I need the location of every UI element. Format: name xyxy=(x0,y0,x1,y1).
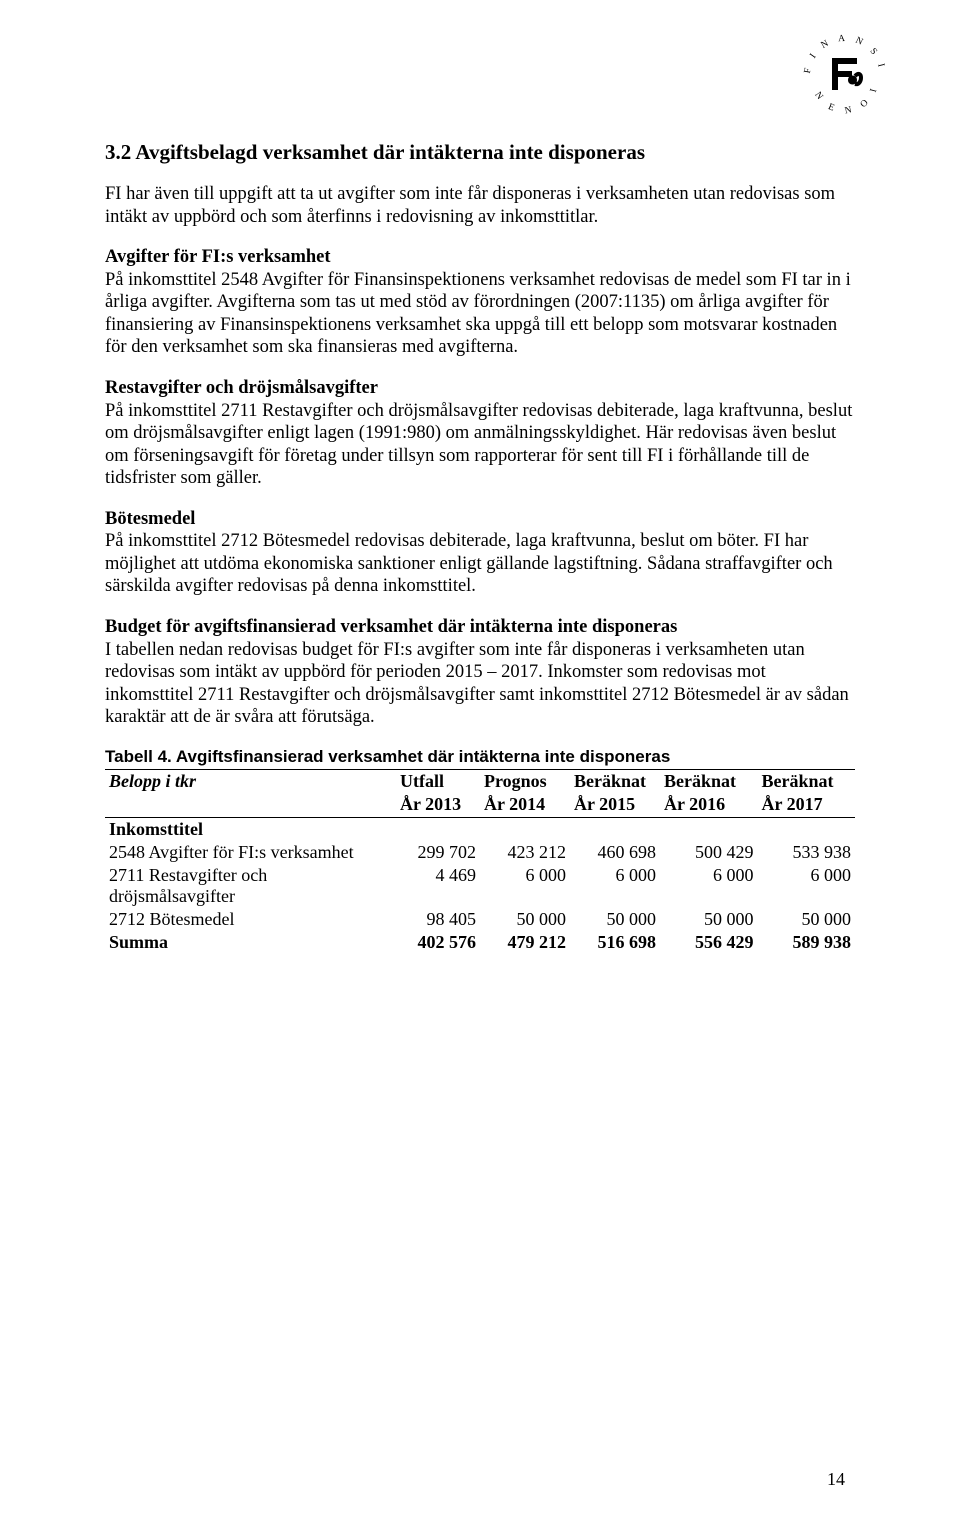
subhead-restavgifter: Restavgifter och dröjsmålsavgifter xyxy=(105,377,855,400)
subhead-botesmedel: Bötesmedel xyxy=(105,508,855,531)
table-header-row-1: Belopp i tkr Utfall Prognos Beräknat Ber… xyxy=(105,769,855,793)
para-botesmedel: Bötesmedel På inkomsttitel 2712 Bötesmed… xyxy=(105,508,855,598)
body-botesmedel: På inkomsttitel 2712 Bötesmedel redovisa… xyxy=(105,531,833,596)
table-group-head-row: Inkomsttitel xyxy=(105,817,855,841)
group-head: Inkomsttitel xyxy=(105,817,855,841)
subhead-budget: Budget för avgiftsfinansierad verksamhet… xyxy=(105,616,855,639)
col-utfall: Utfall xyxy=(390,769,480,793)
table-header-row-2: År 2013 År 2014 År 2015 År 2016 År 2017 xyxy=(105,793,855,818)
table-row: 2712 Bötesmedel 98 405 50 000 50 000 50 … xyxy=(105,908,855,931)
table-caption: Tabell 4. Avgiftsfinansierad verksamhet … xyxy=(105,747,855,767)
col-beraknat-3: Beräknat xyxy=(758,769,856,793)
col-beraknat-1: Beräknat xyxy=(570,769,660,793)
body-budget: I tabellen nedan redovisas budget för FI… xyxy=(105,640,849,728)
col-prognos: Prognos xyxy=(480,769,570,793)
finansinspektionen-logo: F I N A N S I N S P N E N O I T K E xyxy=(800,28,890,116)
col-label: Belopp i tkr xyxy=(105,769,390,793)
table-row: 2548 Avgifter för FI:s verksamhet 299 70… xyxy=(105,841,855,864)
budget-table: Belopp i tkr Utfall Prognos Beräknat Ber… xyxy=(105,769,855,954)
para-budget: Budget för avgiftsfinansierad verksamhet… xyxy=(105,616,855,729)
page-number: 14 xyxy=(827,1469,845,1490)
table-row: 2711 Restavgifter och dröjsmålsavgifter … xyxy=(105,864,855,908)
intro-paragraph: FI har även till uppgift att ta ut avgif… xyxy=(105,183,855,228)
subhead-avgifter: Avgifter för FI:s verksamhet xyxy=(105,246,855,269)
para-restavgifter: Restavgifter och dröjsmålsavgifter På in… xyxy=(105,377,855,490)
table-sum-row: Summa 402 576 479 212 516 698 556 429 58… xyxy=(105,931,855,954)
section-heading: 3.2 Avgiftsbelagd verksamhet där intäkte… xyxy=(105,140,855,165)
body-restavgifter: På inkomsttitel 2711 Restavgifter och dr… xyxy=(105,401,852,489)
col-beraknat-2: Beräknat xyxy=(660,769,758,793)
body-avgifter: På inkomsttitel 2548 Avgifter för Finans… xyxy=(105,270,851,358)
svg-text:F I N A N S I N S P: F I N A N S I N S P xyxy=(800,28,887,78)
document-body: 3.2 Avgiftsbelagd verksamhet där intäkte… xyxy=(105,140,855,954)
para-avgifter: Avgifter för FI:s verksamhet På inkomstt… xyxy=(105,246,855,359)
